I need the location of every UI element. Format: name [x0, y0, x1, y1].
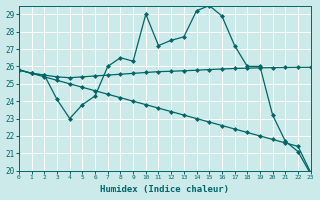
X-axis label: Humidex (Indice chaleur): Humidex (Indice chaleur) — [100, 185, 229, 194]
